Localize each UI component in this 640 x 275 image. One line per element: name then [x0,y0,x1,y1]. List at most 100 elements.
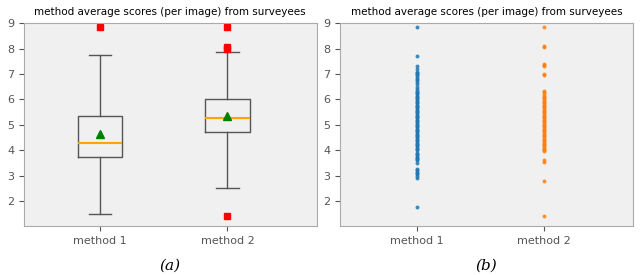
Point [412,148,422,152]
Point [539,25,549,29]
Point [539,117,549,122]
Point [412,104,422,108]
Point [412,84,422,89]
Point [539,101,549,105]
Point [539,144,549,148]
Point [539,114,549,118]
Point [539,160,549,164]
Point [412,71,422,75]
Point [412,74,422,79]
Point [539,90,549,94]
Point [412,171,422,175]
Point [412,106,422,111]
Point [412,72,422,76]
Point [412,168,422,173]
Point [412,173,422,178]
Point [539,112,549,117]
Point [412,97,422,102]
Point [539,44,549,48]
Point [539,97,549,102]
Point [412,82,422,86]
Point [412,172,422,177]
Point [539,131,549,136]
Point [539,124,549,128]
Point [412,135,422,140]
Point [412,143,422,147]
Point [412,137,422,141]
Point [412,64,422,69]
Point [412,78,422,82]
Point [412,110,422,114]
Point [539,140,549,145]
Title: method average scores (per image) from surveyees: method average scores (per image) from s… [351,7,623,17]
Point [539,119,549,123]
Point [412,130,422,135]
Point [412,73,422,78]
Point [412,117,422,122]
Point [539,63,549,67]
Point [539,148,549,152]
Point [412,112,422,117]
Point [539,92,549,97]
Point [412,100,422,104]
Point [539,120,549,125]
Point [412,77,422,81]
Point [412,25,422,29]
Point [412,92,422,97]
Point [539,109,549,113]
Point [539,129,549,133]
Point [539,116,549,121]
Point [539,107,549,112]
Point [539,62,549,66]
Point [412,167,422,171]
Point [412,134,422,138]
Text: (a): (a) [159,258,180,273]
Point [539,106,549,111]
Point [539,94,549,98]
Point [412,95,422,99]
Point [412,133,422,137]
Point [539,123,549,127]
Point [539,143,549,147]
Point [412,125,422,130]
Point [539,115,549,119]
Point [412,67,422,71]
Title: method average scores (per image) from surveyees: method average scores (per image) from s… [35,7,306,17]
Point [539,135,549,140]
Point [412,131,422,136]
Point [412,161,422,165]
Point [412,156,422,160]
Point [412,124,422,128]
Point [412,128,422,132]
Point [539,158,549,163]
Point [539,138,549,142]
Point [539,95,549,99]
Point [412,96,422,100]
Point [539,137,549,141]
Point [412,142,422,146]
Point [539,100,549,104]
Point [412,158,422,163]
Point [539,45,549,50]
Point [539,111,549,116]
Point [539,149,549,154]
Point [539,88,549,93]
Text: (b): (b) [476,258,497,273]
Point [412,105,422,109]
Point [412,154,422,159]
Point [412,126,422,131]
Point [412,138,422,142]
Point [539,96,549,100]
Point [412,109,422,113]
Point [412,102,422,107]
Point [539,73,549,78]
Point [412,114,422,118]
Point [412,123,422,127]
Point [539,178,549,183]
Point [539,72,549,76]
Point [412,139,422,144]
Point [539,130,549,135]
Point [539,121,549,126]
Point [412,140,422,145]
Point [412,88,422,93]
